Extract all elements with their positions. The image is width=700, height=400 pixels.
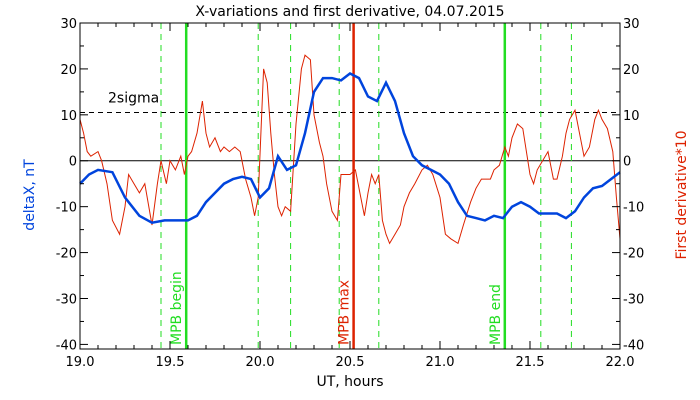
chart-title: X-variations and first derivative, 04.07…: [195, 4, 504, 20]
x-tick-label: 19.5: [156, 355, 185, 370]
y-tick-label-left: 10: [60, 109, 77, 124]
y-tick-label-right: -40: [623, 338, 644, 353]
y-tick-label-right: -10: [623, 201, 644, 216]
y-tick-label-left: 30: [60, 17, 77, 32]
plot-area: 2sigma MPB begin MPB max MPB end 19.0 19.5 20.…: [56, 17, 644, 370]
series-line-deltax: [79, 72, 621, 225]
y-tick-label-left: -10: [56, 201, 77, 216]
y-tick-label-right: -20: [623, 247, 644, 262]
series-line-derivative: [79, 54, 621, 245]
threshold-label: 2sigma: [108, 91, 159, 107]
marker-label-2: MPB begin: [169, 271, 185, 345]
x-tick-label: 21.0: [426, 355, 455, 370]
x-tick-label: 22.0: [606, 355, 635, 370]
x-axis-label: UT, hours: [316, 374, 383, 390]
x-tick-label: 20.0: [246, 355, 275, 370]
y-tick-label-left: -20: [56, 247, 77, 262]
y-tick-label-right: 0: [623, 155, 631, 170]
y-axis-right-label: First derivative*10: [674, 130, 690, 259]
y-tick-label-left: 20: [60, 63, 77, 78]
y-tick-label-right: -30: [623, 292, 644, 307]
y-tick-label-right: 10: [623, 109, 640, 124]
x-tick-label: 20.5: [336, 355, 365, 370]
x-tick-label: 19.0: [66, 355, 95, 370]
x-tick-label: 21.5: [516, 355, 545, 370]
marker-label-6: MPB max: [337, 280, 353, 345]
y-tick-label-right: 30: [623, 17, 640, 32]
y-tick-label-right: 20: [623, 63, 640, 78]
y-tick-label-left: -40: [56, 338, 77, 353]
marker-label-8: MPB end: [488, 284, 504, 345]
y-tick-label-left: -30: [56, 292, 77, 307]
y-axis-left-label: deltaX, nT: [22, 159, 38, 231]
y-tick-label-left: 0: [69, 155, 77, 170]
